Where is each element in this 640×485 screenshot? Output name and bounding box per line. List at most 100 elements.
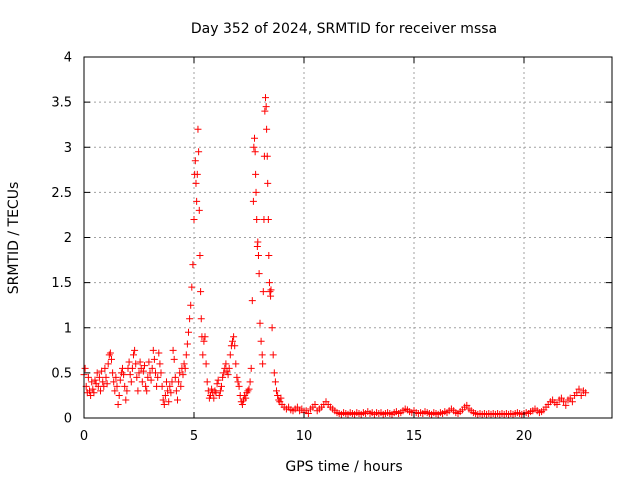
x-tick-label: 10: [296, 429, 313, 444]
data-point: [179, 371, 187, 379]
data-point: [265, 252, 273, 260]
y-tick-label: 0.5: [51, 366, 72, 381]
data-point: [110, 378, 118, 386]
data-point: [193, 170, 201, 178]
data-point: [566, 394, 574, 402]
data-point: [105, 351, 113, 359]
data-point: [270, 369, 278, 377]
data-point: [169, 346, 177, 354]
y-tick-label: 3.5: [51, 96, 72, 111]
data-point: [84, 373, 92, 381]
data-point: [170, 355, 178, 363]
data-point: [149, 346, 157, 354]
data-point: [263, 125, 271, 133]
data-point: [167, 389, 175, 397]
data-point: [182, 351, 190, 359]
data-point: [106, 349, 114, 357]
data-point: [271, 378, 279, 386]
data-point: [251, 134, 258, 142]
y-tick-label: 1.5: [51, 276, 72, 291]
data-point: [575, 385, 583, 393]
y-tick-label: 2: [64, 231, 72, 246]
data-point: [231, 342, 239, 350]
data-point: [158, 382, 166, 390]
data-point: [229, 337, 236, 345]
data-point: [210, 394, 218, 402]
data-point: [156, 360, 164, 368]
data-point: [311, 400, 319, 408]
data-point: [264, 179, 272, 187]
data-point: [222, 360, 230, 368]
grid-lines: [84, 57, 612, 418]
data-point: [99, 378, 107, 386]
data-point: [203, 378, 211, 386]
data-point: [159, 396, 167, 404]
data-point: [254, 238, 262, 246]
data-point: [154, 373, 162, 381]
data-point: [175, 378, 183, 386]
data-point: [155, 349, 163, 357]
data-point: [264, 215, 272, 223]
data-point: [262, 103, 270, 111]
data-point: [132, 360, 140, 368]
data-point: [194, 125, 202, 133]
data-point: [265, 279, 273, 287]
data-point: [103, 380, 111, 388]
data-point: [136, 358, 144, 366]
data-point: [86, 387, 93, 395]
data-point: [166, 382, 174, 390]
data-point: [164, 387, 172, 395]
x-tick-label: 15: [406, 429, 423, 444]
data-point: [81, 364, 89, 372]
data-point: [95, 373, 103, 381]
data-point: [216, 387, 224, 395]
data-point: [553, 400, 561, 408]
data-point: [259, 288, 267, 296]
data-point: [126, 371, 134, 379]
data-point: [247, 364, 255, 372]
data-point: [568, 398, 576, 406]
data-point: [219, 373, 227, 381]
data-point: [172, 387, 180, 395]
data-point: [88, 378, 96, 386]
data-point: [113, 382, 121, 390]
data-point: [131, 346, 139, 354]
data-point: [263, 152, 271, 160]
data-point: [174, 396, 181, 404]
chart-title: Day 352 of 2024, SRMTID for receiver mss…: [191, 21, 497, 37]
data-point: [123, 387, 131, 395]
data-point: [562, 401, 570, 409]
data-point: [293, 403, 301, 411]
data-point: [298, 405, 306, 413]
data-point: [577, 391, 585, 399]
data-point: [215, 391, 223, 399]
data-point: [235, 382, 243, 390]
data-point: [116, 376, 124, 384]
data-point: [200, 337, 208, 345]
data-point: [232, 360, 240, 368]
data-point: [258, 351, 266, 359]
data-point: [242, 394, 250, 402]
data-point: [180, 360, 188, 368]
data-point: [176, 369, 184, 377]
x-tick-label: 5: [190, 429, 198, 444]
data-point: [183, 340, 191, 348]
data-point: [250, 143, 258, 151]
data-point: [218, 382, 225, 390]
data-point: [248, 297, 256, 305]
data-point: [138, 378, 146, 386]
data-point: [135, 369, 143, 377]
data-point: [195, 206, 203, 214]
data-point: [197, 315, 205, 323]
data-point: [130, 351, 137, 359]
data-points: [80, 94, 590, 418]
data-point: [220, 369, 228, 377]
data-point: [582, 389, 590, 397]
y-tick-label: 1: [64, 321, 72, 336]
data-point: [560, 398, 568, 406]
data-point: [259, 360, 267, 368]
data-point: [101, 364, 109, 372]
data-point: [145, 358, 153, 366]
data-point: [196, 252, 204, 260]
